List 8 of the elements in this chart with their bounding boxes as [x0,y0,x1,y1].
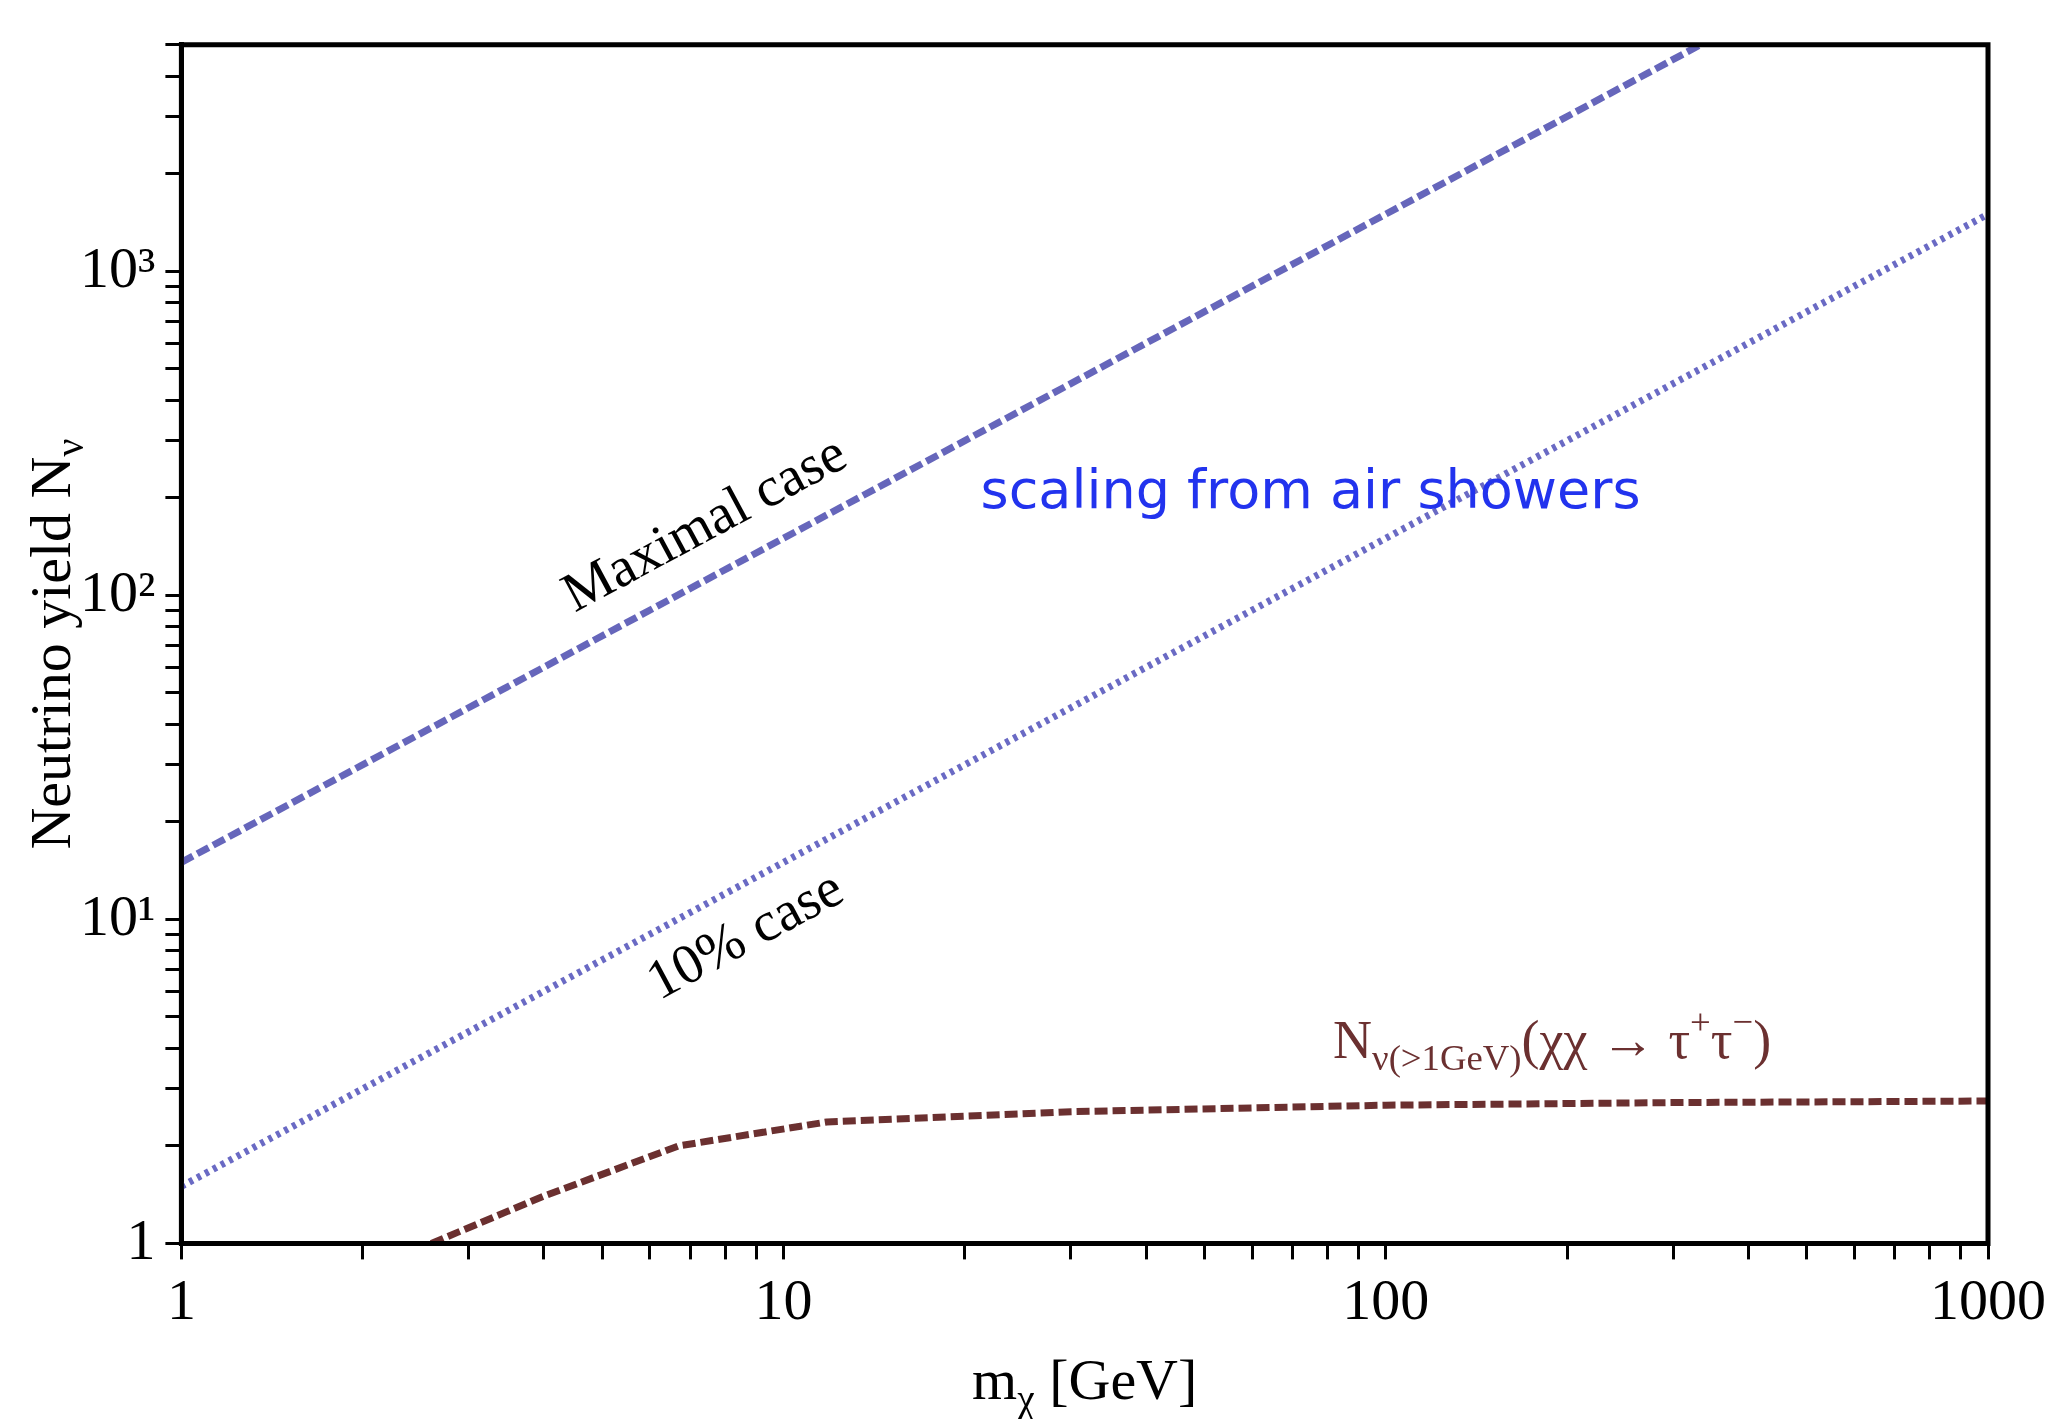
y-tick-label: 1 [126,1206,156,1272]
x-tick-label: 1 [166,1267,196,1333]
x-tick-label: 100 [1342,1267,1430,1333]
text: 10% case [635,855,853,1011]
x-tick-label: 1000 [1930,1267,2046,1333]
y-tick-label: 10¹ [80,882,156,948]
y-tick-label: 10³ [80,234,156,300]
x-tick-label: 10 [754,1267,813,1333]
